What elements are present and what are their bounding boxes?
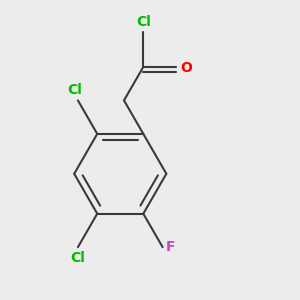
Text: Cl: Cl (68, 83, 82, 97)
Text: F: F (166, 240, 176, 254)
Text: O: O (181, 61, 193, 75)
Text: Cl: Cl (70, 251, 86, 265)
Text: Cl: Cl (136, 15, 151, 28)
